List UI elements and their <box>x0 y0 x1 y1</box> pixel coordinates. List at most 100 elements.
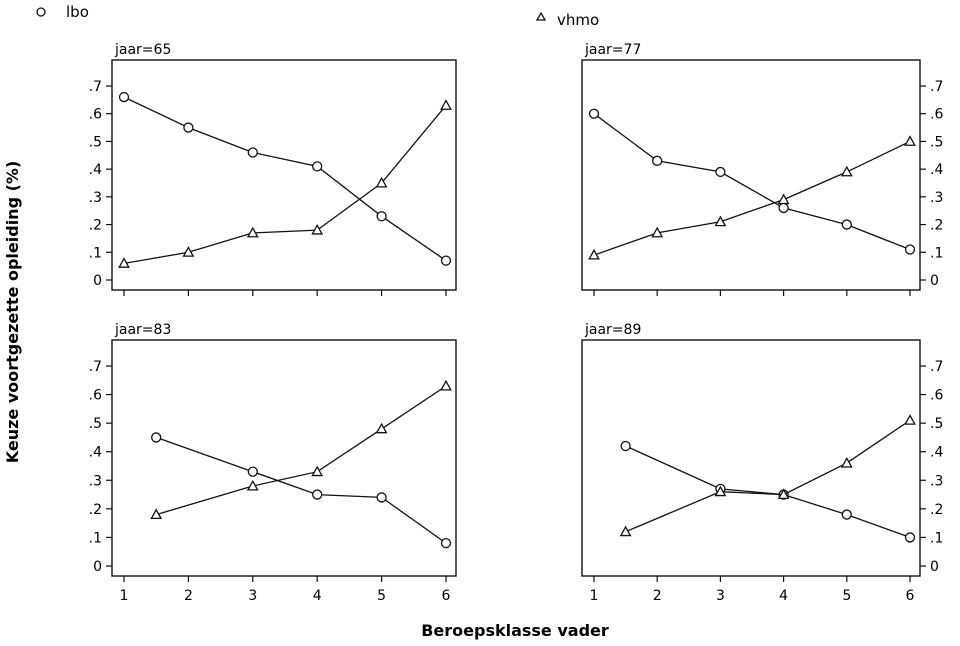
series-line-lbo <box>155 436 447 544</box>
panel-title: jaar=77 <box>584 42 641 58</box>
x-tick-label: 5 <box>377 588 386 604</box>
y-tick-label: .3 <box>930 473 943 489</box>
data-point-vhmo <box>619 525 632 537</box>
legend: lbo vhmo <box>36 3 599 29</box>
y-tick-label: .6 <box>89 388 102 404</box>
panel-frame <box>581 59 921 291</box>
data-point-vhmo <box>651 226 664 238</box>
series-line-vhmo <box>123 104 447 265</box>
data-point-vhmo <box>840 165 853 177</box>
x-tick-label: 2 <box>184 588 193 604</box>
data-point-lbo <box>715 166 726 178</box>
y-tick-label: .6 <box>89 107 102 123</box>
data-point-vhmo <box>714 215 727 227</box>
y-tick-label: .5 <box>930 416 943 432</box>
x-tick-label: 4 <box>779 588 788 604</box>
data-point-lbo <box>904 532 916 543</box>
y-tick-label: 0 <box>930 273 939 289</box>
y-tick-label: .4 <box>930 162 943 178</box>
data-point-lbo <box>841 219 852 230</box>
panel-jaar-83: jaar=83 0 .1 .2 .3 .4 .5 .6 .7 1 2 3 4 5 6 <box>89 322 457 604</box>
x-tick-label: 6 <box>906 588 915 604</box>
y-tick-label: .1 <box>89 530 102 546</box>
data-point-lbo <box>247 466 258 477</box>
panel-frame <box>111 59 457 291</box>
data-point-lbo <box>312 161 323 172</box>
y-tick-label: .5 <box>89 134 102 150</box>
y-tick-label: .7 <box>930 359 943 375</box>
y-tick-label: .7 <box>89 79 102 95</box>
data-point-lbo <box>247 147 258 158</box>
legend-lbo-marker <box>36 7 46 17</box>
data-point-vhmo <box>714 485 727 497</box>
data-point-vhmo <box>904 135 916 146</box>
panel-frame <box>581 339 921 577</box>
data-point-vhmo <box>375 176 388 188</box>
legend-vhmo-label: vhmo <box>557 11 599 29</box>
data-point-lbo <box>904 244 916 255</box>
y-tick-label: .1 <box>930 530 943 546</box>
y-tick-label: .2 <box>930 502 943 518</box>
data-point-lbo <box>620 440 631 452</box>
y-tick-label: 0 <box>93 273 102 289</box>
series-line-lbo <box>123 96 447 262</box>
y-tick-label: .1 <box>89 245 102 261</box>
data-point-vhmo <box>375 422 388 434</box>
y-tick-label: .3 <box>89 473 102 489</box>
panel-title: jaar=83 <box>114 322 171 338</box>
y-tick-label: .4 <box>89 445 102 461</box>
y-tick-label: .1 <box>930 245 943 261</box>
y-tick-label: .2 <box>930 218 943 234</box>
data-point-vhmo <box>150 508 163 520</box>
data-point-lbo <box>440 255 452 266</box>
x-tick-label: 1 <box>590 588 599 604</box>
data-point-vhmo <box>777 488 790 500</box>
y-tick-label: .5 <box>930 134 943 150</box>
y-tick-label: .6 <box>930 388 943 404</box>
y-tick-label: 0 <box>93 559 102 575</box>
x-tick-label: 1 <box>120 588 129 604</box>
y-tick-label: .4 <box>930 445 943 461</box>
data-point-vhmo <box>311 223 324 235</box>
data-point-lbo <box>118 91 130 103</box>
data-point-vhmo <box>246 226 259 238</box>
legend-vhmo-marker <box>535 11 547 21</box>
data-point-lbo <box>183 122 194 133</box>
data-point-vhmo <box>840 457 853 468</box>
data-point-vhmo <box>777 193 790 205</box>
y-tick-label: .4 <box>89 162 102 178</box>
x-tick-label: 3 <box>248 588 257 604</box>
panels: jaar=65 0 .1 .2 .3 .4 .5 .6 .7 jaar=77 0 .1 .2 .3 .4 .5… <box>89 42 944 604</box>
data-point-lbo <box>151 432 162 443</box>
y-tick-label: .3 <box>930 190 943 206</box>
data-point-vhmo <box>118 257 130 268</box>
data-point-lbo <box>588 108 600 119</box>
x-axis-title: Beroepsklasse vader <box>421 621 609 640</box>
panel-jaar-65: jaar=65 0 .1 .2 .3 .4 .5 .6 .7 <box>89 42 457 296</box>
data-point-vhmo <box>440 379 452 391</box>
series-line-vhmo <box>593 140 911 256</box>
data-point-vhmo <box>311 465 324 477</box>
panel-title: jaar=89 <box>584 322 641 338</box>
data-point-vhmo <box>182 246 195 257</box>
data-point-lbo <box>376 211 387 222</box>
data-point-lbo <box>376 492 387 503</box>
data-point-vhmo <box>904 414 916 425</box>
panel-jaar-77: jaar=77 0 .1 .2 .3 .4 .5 .6 .7 <box>581 42 943 296</box>
data-point-lbo <box>841 509 852 520</box>
data-point-lbo <box>312 489 323 500</box>
y-tick-label: 0 <box>930 559 939 575</box>
data-point-vhmo <box>440 99 452 110</box>
y-tick-label: .3 <box>89 190 102 206</box>
x-tick-label: 2 <box>653 588 662 604</box>
series-line-vhmo <box>625 419 911 533</box>
x-tick-label: 4 <box>313 588 322 604</box>
data-point-vhmo <box>246 479 259 491</box>
data-point-vhmo <box>588 248 600 260</box>
legend-lbo-label: lbo <box>66 3 89 21</box>
x-tick-label: 5 <box>842 588 851 604</box>
data-point-lbo <box>440 537 452 549</box>
y-tick-label: .7 <box>930 79 943 95</box>
data-point-lbo <box>778 202 789 214</box>
series-line-lbo <box>593 113 911 251</box>
